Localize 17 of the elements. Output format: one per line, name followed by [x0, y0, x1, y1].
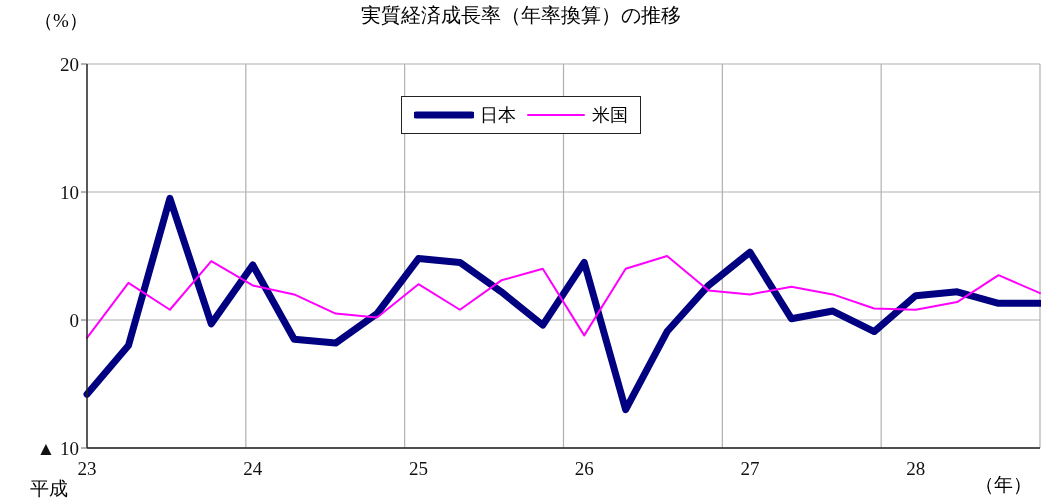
- line-series: [86, 255, 1041, 339]
- text: 平成: [30, 477, 68, 498]
- x-tick-label: 25: [408, 458, 428, 480]
- x-tick-label: 24: [243, 458, 263, 480]
- chart-title: 実質経済成長率（年率換算）の推移: [360, 4, 681, 26]
- x-tick-label: 27: [740, 458, 760, 480]
- x-axis-title: （年）: [975, 473, 1032, 497]
- y-tick-label: 10: [60, 181, 79, 203]
- y-tick-label: 20: [60, 53, 79, 75]
- y-axis-title: （%）: [34, 9, 88, 33]
- legend-label: 日本: [479, 104, 516, 127]
- x-tick-label: 28: [906, 458, 926, 480]
- y-tick-label: 0: [69, 309, 79, 331]
- x-tick-label: 26: [574, 458, 594, 480]
- y-tick-label: ▲ 10: [36, 437, 79, 459]
- x-tick-label: 23: [77, 458, 97, 480]
- legend-label: 米国: [591, 104, 628, 127]
